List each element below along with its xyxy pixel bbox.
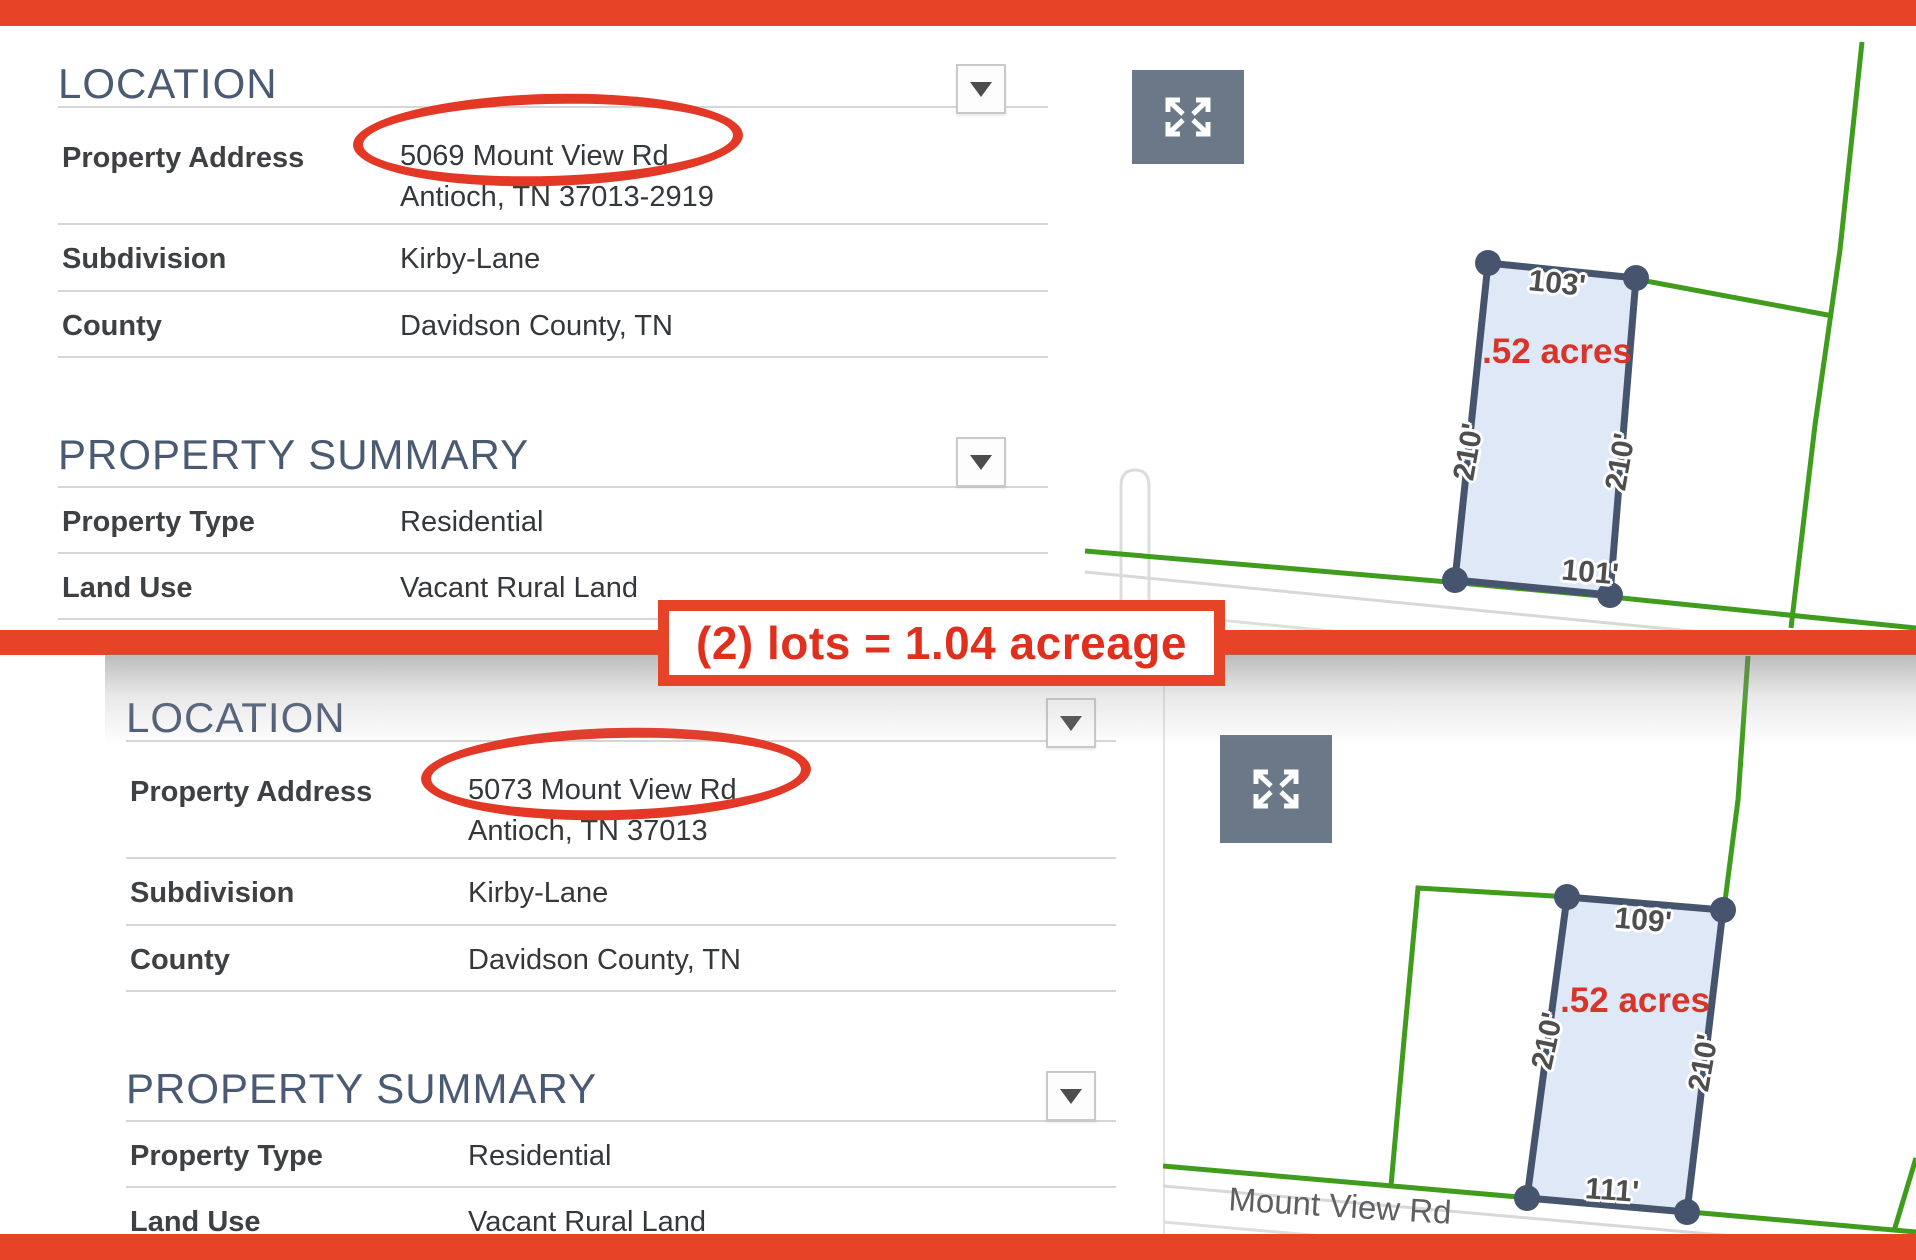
divider — [126, 857, 1116, 859]
acreage-banner-text: (2) lots = 1.04 acreage — [696, 617, 1187, 669]
divider — [58, 290, 1048, 292]
acreage-banner: (2) lots = 1.04 acreage — [658, 600, 1225, 686]
parcel-vertex[interactable] — [1597, 582, 1623, 608]
land-use-value-top: Vacant Rural Land — [400, 572, 639, 604]
dimension-bottom: 111' — [1584, 1172, 1641, 1209]
summary-collapse-button-bottom[interactable] — [1046, 1071, 1096, 1121]
property-type-value-bottom: Residential — [468, 1140, 612, 1172]
property-address-line1-top: 5069 Mount View Rd — [400, 140, 669, 172]
county-value-top: Davidson County, TN — [400, 310, 673, 342]
subdivision-label-top: Subdivision — [62, 243, 227, 275]
subdivision-value-top: Kirby-Lane — [400, 243, 541, 275]
driveway-outline — [1119, 468, 1151, 630]
property-address-label-bottom: Property Address — [130, 776, 373, 808]
red-circle-annotation-top — [351, 88, 745, 192]
parcel-vertex[interactable] — [1514, 1185, 1540, 1211]
county-value-bottom: Davidson County, TN — [468, 944, 741, 976]
top-red-border — [0, 0, 1916, 26]
bottom-red-border — [0, 1234, 1916, 1260]
land-use-label-top: Land Use — [62, 572, 193, 604]
location-collapse-button-top[interactable] — [956, 64, 1006, 114]
parcel-map-bottom[interactable] — [1163, 652, 1916, 1234]
divider — [126, 924, 1116, 926]
boundary-line — [1891, 1157, 1916, 1232]
acreage-label-top: .52 acres — [1482, 332, 1632, 371]
divider — [58, 106, 1048, 108]
triangle-down-icon — [970, 454, 992, 470]
county-label-top: County — [62, 310, 162, 342]
property-summary-title-bottom: PROPERTY SUMMARY — [126, 1065, 598, 1112]
dimension-bottom: 101' — [1560, 553, 1620, 592]
divider — [58, 618, 1048, 620]
property-type-label-bottom: Property Type — [130, 1140, 323, 1172]
land-use-label-bottom: Land Use — [130, 1206, 261, 1238]
dimension-top: 109' — [1613, 901, 1673, 940]
dimension-top: 103' — [1526, 264, 1588, 303]
divider — [126, 1186, 1116, 1188]
subdivision-label-bottom: Subdivision — [130, 877, 295, 909]
property-address-line2-top: Antioch, TN 37013-2919 — [400, 181, 714, 213]
map-expand-button-top[interactable] — [1132, 70, 1244, 164]
boundary-line — [1388, 885, 1571, 1187]
triangle-down-icon — [970, 81, 992, 97]
summary-collapse-button-top[interactable] — [956, 437, 1006, 487]
divider — [58, 223, 1048, 225]
property-type-value-top: Residential — [400, 506, 544, 538]
parcel-vertex[interactable] — [1674, 1199, 1700, 1225]
divider — [58, 356, 1048, 358]
location-title-top: LOCATION — [58, 60, 278, 107]
divider — [126, 1120, 1116, 1122]
boundary-line — [1645, 278, 1834, 319]
parcel-vertex[interactable] — [1710, 897, 1736, 923]
property-address-line2-bottom: Antioch, TN 37013 — [468, 815, 708, 847]
property-summary-title-top: PROPERTY SUMMARY — [58, 431, 530, 478]
map-expand-button-bottom[interactable] — [1220, 735, 1332, 843]
parcel-vertex[interactable] — [1442, 567, 1468, 593]
county-label-bottom: County — [130, 944, 230, 976]
parcel-vertex[interactable] — [1475, 250, 1501, 276]
expand-arrows-icon — [1253, 769, 1299, 809]
acreage-label-bottom: .52 acres — [1560, 981, 1710, 1020]
parcel-vertex[interactable] — [1554, 884, 1580, 910]
divider — [126, 990, 1116, 992]
land-use-value-bottom: Vacant Rural Land — [468, 1206, 707, 1238]
triangle-down-icon — [1060, 1088, 1082, 1104]
parcel-map-top[interactable] — [1085, 26, 1916, 630]
parcel-vertex[interactable] — [1623, 265, 1649, 291]
divider — [58, 486, 1048, 488]
boundary-line — [1788, 41, 1865, 629]
subdivision-value-bottom: Kirby-Lane — [468, 877, 609, 909]
property-address-line1-bottom: 5073 Mount View Rd — [468, 774, 737, 806]
divider — [58, 552, 1048, 554]
property-address-label-top: Property Address — [62, 142, 305, 174]
property-type-label-top: Property Type — [62, 506, 255, 538]
expand-arrows-icon — [1165, 97, 1211, 137]
